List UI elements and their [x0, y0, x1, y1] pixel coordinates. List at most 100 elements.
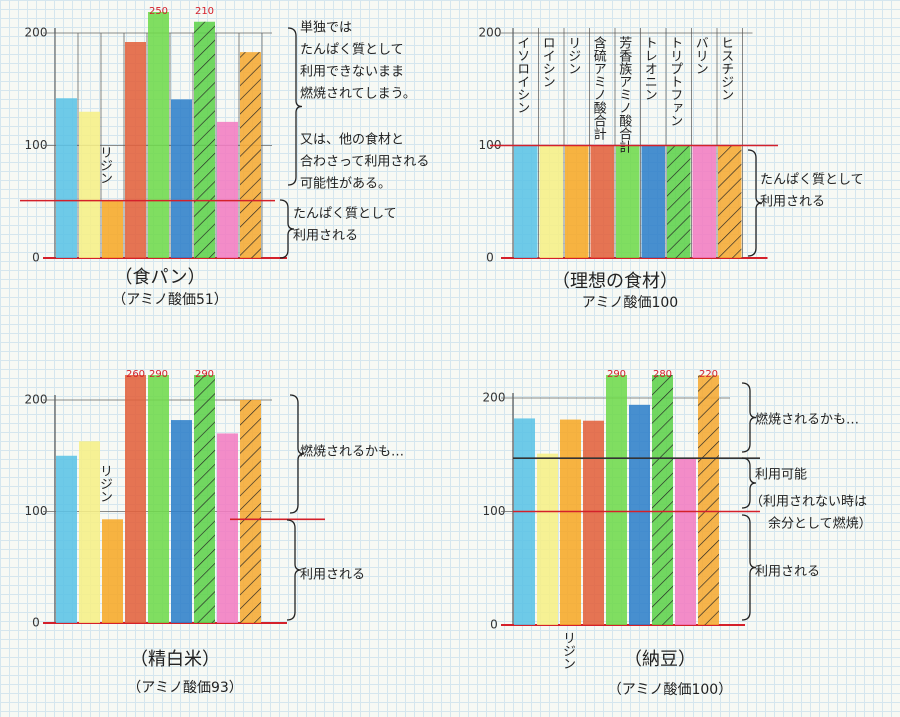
- category-label: ロイシン: [540, 36, 555, 88]
- bar: [56, 455, 77, 623]
- annotation: 利用できないまま: [300, 65, 404, 80]
- value-label: 280: [653, 369, 672, 380]
- bar: [641, 145, 665, 258]
- bar: [514, 145, 538, 258]
- y-tick-label: 200: [483, 391, 506, 405]
- y-tick-label: 0: [490, 618, 498, 632]
- value-label: 260: [126, 369, 145, 380]
- y-tick-label: 100: [25, 504, 48, 518]
- bar: [514, 418, 535, 625]
- brace: [287, 27, 303, 186]
- brace: [747, 149, 763, 257]
- bar: [56, 98, 77, 258]
- category-label: リジン: [560, 631, 575, 670]
- bar: [560, 419, 581, 625]
- bar: [79, 111, 100, 258]
- chart-subtitle: アミノ酸価100: [582, 295, 678, 311]
- bar-hatch: [667, 145, 691, 258]
- bar: [217, 121, 238, 258]
- category-label: トレオニン: [642, 36, 657, 101]
- annotation: 燃焼されてしまう。: [300, 86, 416, 102]
- bar: [148, 375, 169, 623]
- y-tick-label: 200: [479, 26, 502, 40]
- chart-title: （理想の食材）: [552, 271, 678, 292]
- annotation: たんぱく質として: [760, 173, 864, 188]
- annotation: 利用可能: [755, 468, 807, 483]
- chart-title: （食パン）: [115, 267, 206, 288]
- chart-subtitle: （アミノ酸価93）: [127, 680, 243, 696]
- value-label: 250: [149, 6, 168, 17]
- chart-panel: 0 100 200 リジン 250 210 （食パン） （アミノ酸価51） 単独ではたんぱく質と…: [20, 6, 429, 308]
- bar-hatch: [194, 375, 215, 623]
- category-label: イソロイシン: [514, 36, 529, 114]
- annotation: 可能性がある。: [300, 177, 391, 192]
- bar: [675, 458, 696, 625]
- bar: [125, 42, 146, 258]
- annotation: 利用される: [755, 565, 820, 580]
- bar: [171, 99, 192, 258]
- bar-hatch: [194, 21, 215, 258]
- bar-hatch: [240, 400, 261, 623]
- bar: [539, 145, 563, 258]
- brace: [741, 382, 757, 453]
- annotation: （利用されない時は: [750, 495, 867, 510]
- category-label: 含硫アミノ酸合計: [591, 35, 607, 140]
- bar: [606, 375, 627, 625]
- value-label: 220: [699, 369, 718, 380]
- annotation: 利用される: [760, 195, 825, 210]
- chart-panel: 0 100 200 リジン 290 280 220 （納豆） （アミノ酸価100） 燃焼されるかも…: [483, 369, 872, 698]
- y-tick-label: 0: [486, 251, 494, 265]
- bar: [102, 200, 123, 258]
- brace: [286, 519, 302, 621]
- bar-hatch: [718, 145, 742, 258]
- brace: [741, 457, 757, 509]
- annotation: 合わさって利用される: [300, 155, 429, 170]
- bar: [102, 519, 123, 623]
- y-tick-label: 0: [32, 251, 40, 265]
- bar: [590, 145, 614, 258]
- annotation: 余分として燃焼）: [768, 516, 872, 532]
- category-label: バリン: [693, 36, 709, 75]
- y-tick-label: 200: [25, 26, 48, 40]
- annotation: 燃焼されるかも…: [755, 412, 859, 428]
- bar: [79, 441, 100, 623]
- bar: [616, 145, 640, 258]
- annotation: 又は、他の食材と: [300, 132, 404, 148]
- bar: [125, 375, 146, 623]
- bar: [629, 404, 650, 625]
- bar-hatch: [240, 52, 261, 258]
- chart-panel: 0 100 200 リジン 260 290 290 （精白米） （アミノ酸価93） 燃焼されるかも…: [25, 369, 404, 696]
- chart-title: （精白米）: [130, 649, 220, 670]
- annotation: たんぱく質として: [300, 43, 404, 58]
- category-label: リジン: [97, 146, 112, 185]
- category-label: リジン: [565, 36, 580, 75]
- bar-hatch: [698, 375, 719, 625]
- value-label: 210: [195, 6, 214, 17]
- bar: [171, 420, 192, 623]
- chart-title: （納豆）: [624, 649, 696, 670]
- y-tick-label: 100: [25, 138, 48, 152]
- brace: [741, 514, 757, 621]
- bar: [692, 145, 716, 258]
- annotation: 単独では: [300, 20, 352, 36]
- bar: [217, 433, 238, 623]
- brace: [289, 394, 305, 514]
- category-label: ヒスチジン: [718, 36, 733, 101]
- value-label: 290: [607, 369, 626, 380]
- annotation: 燃焼されるかも…: [300, 444, 404, 460]
- annotation: 利用される: [300, 568, 365, 583]
- y-tick-label: 200: [25, 393, 48, 407]
- bar: [537, 453, 558, 625]
- chart-subtitle: （アミノ酸価51）: [112, 292, 228, 308]
- y-tick-label: 0: [32, 616, 40, 630]
- category-label: リジン: [97, 464, 112, 503]
- chart-subtitle: （アミノ酸価100）: [608, 682, 732, 698]
- bar: [583, 420, 604, 625]
- category-label: トリプトファン: [667, 36, 682, 127]
- bar: [565, 145, 589, 258]
- value-label: 290: [195, 369, 214, 380]
- bar-hatch: [652, 375, 673, 625]
- category-label: 芳香族アミノ酸合計: [616, 36, 632, 153]
